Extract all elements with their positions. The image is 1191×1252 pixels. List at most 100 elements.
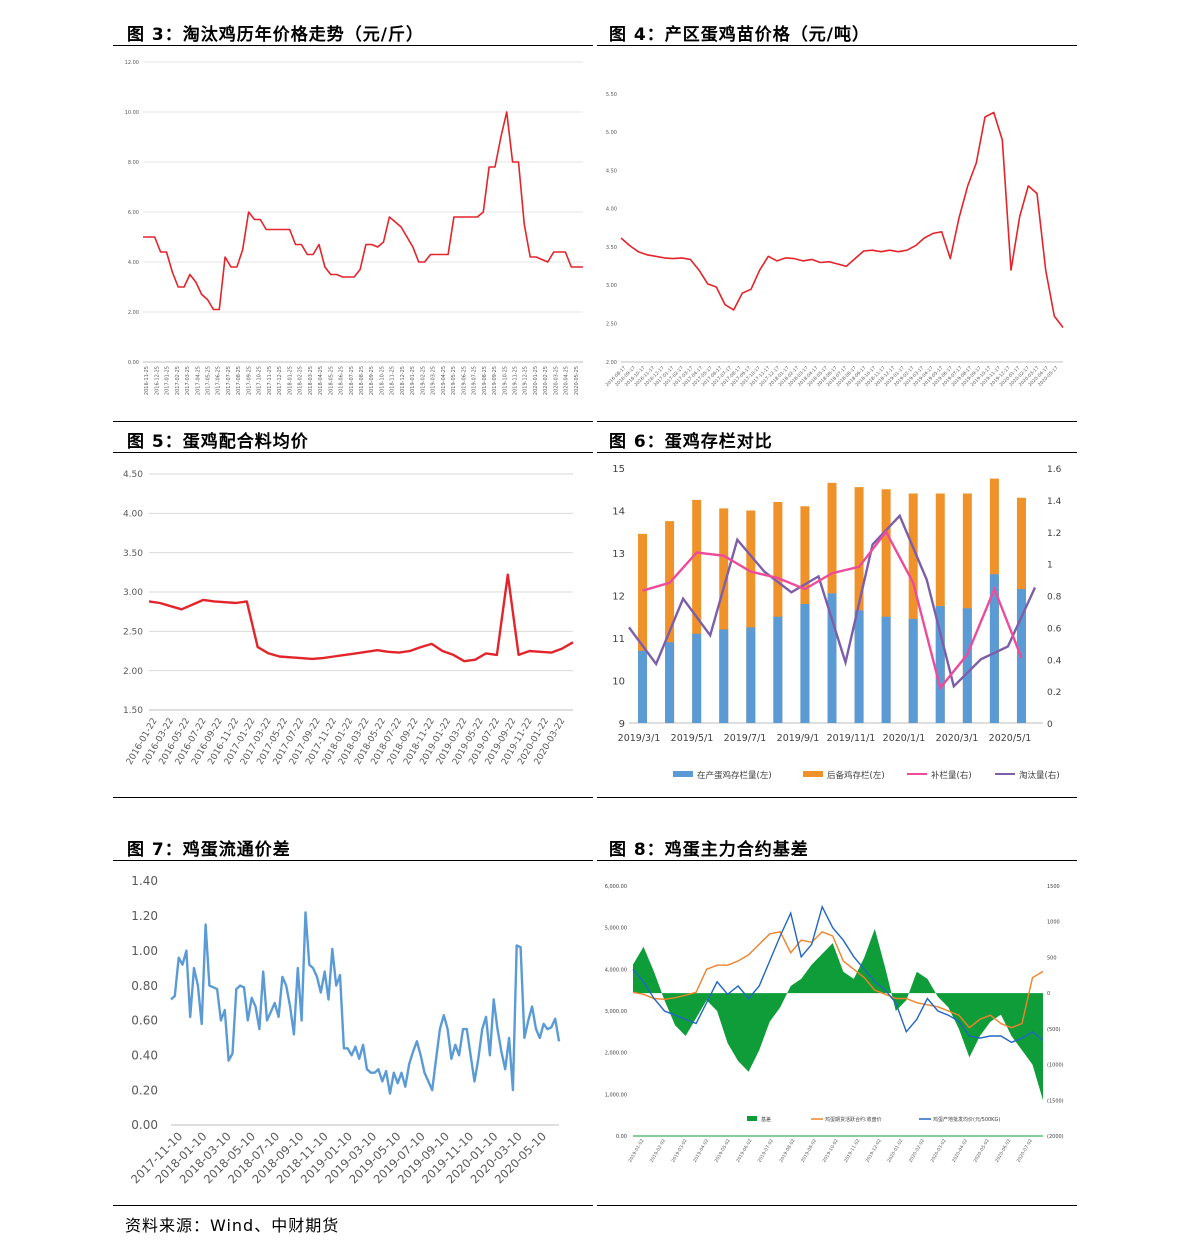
x-tick-label: 2020-05-25	[574, 366, 580, 395]
x-tick-label: 2019-08-25	[482, 366, 488, 395]
x-tick-label: 2019/11/1	[827, 733, 876, 744]
bar-production	[746, 627, 756, 723]
y-tick-label: 0.80	[131, 979, 158, 993]
x-tick-label: 2019/3/1	[618, 733, 661, 744]
bar-production	[827, 593, 837, 723]
figure-6-rule	[597, 452, 1077, 453]
x-tick-label: 2019-10-25	[502, 366, 508, 395]
x-tick-label: 2019/5/1	[671, 733, 714, 744]
figure-4-rule	[597, 45, 1077, 46]
x-tick-label: 2020/1/1	[883, 733, 926, 744]
x-tick-label: 2017-07-25	[226, 366, 232, 395]
y-tick-label: 3.50	[606, 245, 617, 251]
figure-5-rule	[113, 452, 593, 453]
y-tick-label: 6,000.00	[605, 884, 627, 890]
x-tick-label: 2018-11-25	[390, 366, 396, 395]
y2-tick-label: 0	[1047, 991, 1050, 997]
y-tick-label: 6.00	[128, 210, 139, 216]
y2-tick-label: 0.4	[1047, 656, 1062, 666]
y-tick-label: 5.50	[606, 92, 617, 98]
x-tick-label: 2016-11-25	[144, 366, 150, 395]
y-tick-label: 2.00	[128, 310, 139, 316]
x-tick-label: 2018-01-25	[287, 366, 293, 395]
y-tick-label: 1.50	[123, 706, 143, 716]
series-line-cull	[628, 513, 1037, 689]
x-tick-label: 2019-01-02	[627, 1138, 645, 1164]
y-tick-label: 0.60	[131, 1014, 158, 1028]
y-tick-label: 5.00	[606, 130, 617, 136]
legend-label: 后备鸡存栏(左)	[827, 770, 885, 781]
source-note: 资料来源：Wind、中财期货	[125, 1216, 340, 1235]
y-tick-label: 2.00	[123, 667, 143, 677]
x-tick-label: 2018-02-25	[298, 366, 304, 395]
chart-feed-price: 1.502.002.503.003.504.004.502016-01-2220…	[123, 470, 574, 767]
x-tick-label: 2017-05-25	[206, 366, 212, 395]
chart-layer-inventory: 9 10 11 12 13 14 15 0 0.2 0.4 0.6 0.8 1 1.2 1.4 1.6 2019…	[612, 464, 1062, 781]
series-line	[620, 111, 1064, 328]
x-tick-label: 2017-06-25	[216, 366, 222, 395]
x-tick-label: 2019-06-02	[735, 1138, 753, 1164]
x-tick-label: 2019-03-25	[431, 366, 437, 395]
x-tick-label: 2017-01-25	[165, 366, 171, 395]
y-tick-label: 4,000.00	[605, 967, 627, 973]
bar-reserve	[665, 521, 675, 723]
legend-label: 在产蛋鸡存栏量(左)	[697, 770, 772, 781]
x-tick-label: 2019-04-25	[441, 366, 447, 395]
y-tick-label: 10	[612, 677, 625, 688]
y-tick-label: 1.20	[131, 909, 158, 923]
series-line	[170, 911, 561, 1095]
figure-5-title: 图 5：蛋鸡配合料均价	[127, 432, 309, 452]
x-tick-label: 2019-09-02	[800, 1138, 818, 1164]
x-tick-label: 2019-05-02	[714, 1138, 732, 1164]
x-tick-label: 2018-06-25	[339, 366, 345, 395]
x-tick-label: 2017-11-25	[267, 366, 273, 395]
x-tick-label: 2019-06-25	[461, 366, 467, 395]
x-tick-label: 2017-12-25	[277, 366, 283, 395]
y-tick-label: 0.20	[131, 1083, 158, 1097]
y-tick-label: 3.50	[123, 549, 143, 559]
bar-reserve	[746, 510, 756, 723]
y-tick-label: 4.00	[123, 509, 143, 519]
x-tick-label: 2020-04-02	[951, 1138, 969, 1164]
bar-reserve	[908, 493, 918, 723]
figure-3-bottom-rule	[113, 421, 593, 422]
x-tick-label: 2020-06-02	[994, 1138, 1012, 1164]
legend-swatch	[803, 771, 823, 777]
x-tick-label: 2019-12-25	[523, 366, 529, 395]
x-tick-label: 2017-03-25	[185, 366, 191, 395]
bar-reserve	[638, 533, 648, 723]
chart-culled-hen-price: 0.00 2.00 4.00 6.00 8.00 10.00 12.00 2016-11-25…	[125, 60, 583, 395]
y2-tick-label: 0.8	[1047, 593, 1062, 603]
legend-label: 补栏量(右)	[931, 770, 972, 781]
x-tick-label: 2019-05-25	[451, 366, 457, 395]
x-tick-label: 2019-11-25	[512, 366, 518, 395]
figure-3-title: 图 3：淘汰鸡历年价格走势（元/斤）	[127, 25, 424, 45]
x-tick-label: 2019-10-02	[821, 1138, 839, 1164]
y2-tick-label: 0.6	[1047, 624, 1062, 634]
y2-tick-label: 0.2	[1047, 688, 1061, 698]
y-tick-label: 12.00	[125, 60, 139, 66]
series-line-spot	[632, 904, 1044, 1044]
x-tick-label: 2020-03-02	[929, 1138, 947, 1164]
x-tick-label: 2019-07-02	[757, 1138, 775, 1164]
bar-production	[908, 618, 918, 723]
legend-label: 淘汰量(右)	[1019, 770, 1060, 781]
y-tick-label: 0.40	[131, 1048, 158, 1062]
bar-production	[989, 574, 999, 723]
bar-production	[638, 650, 648, 723]
y-tick-label: 1.40	[131, 874, 158, 888]
y-tick-label: 12	[612, 592, 625, 603]
x-tick-label: 2020-03-25	[553, 366, 559, 395]
legend-label: 基差	[761, 1116, 771, 1123]
y2-tick-label: 1.2	[1047, 529, 1061, 539]
x-tick-label: 2020-02-02	[908, 1138, 926, 1164]
y2-tick-label: 1500	[1047, 884, 1060, 890]
x-tick-label: 2020-02-25	[543, 366, 549, 395]
x-tick-label: 2018-03-25	[308, 366, 314, 395]
x-tick-label: 2019-09-25	[492, 366, 498, 395]
y-tick-label: 4.00	[128, 260, 139, 266]
y2-tick-label: 1	[1047, 561, 1053, 571]
legend-label: 鸡蛋产地批发均价(元/500KG)	[933, 1116, 1000, 1123]
bar-production	[935, 606, 945, 723]
chart-chick-price: 2.002.503.003.504.004.505.005.502016-08-…	[604, 92, 1064, 388]
